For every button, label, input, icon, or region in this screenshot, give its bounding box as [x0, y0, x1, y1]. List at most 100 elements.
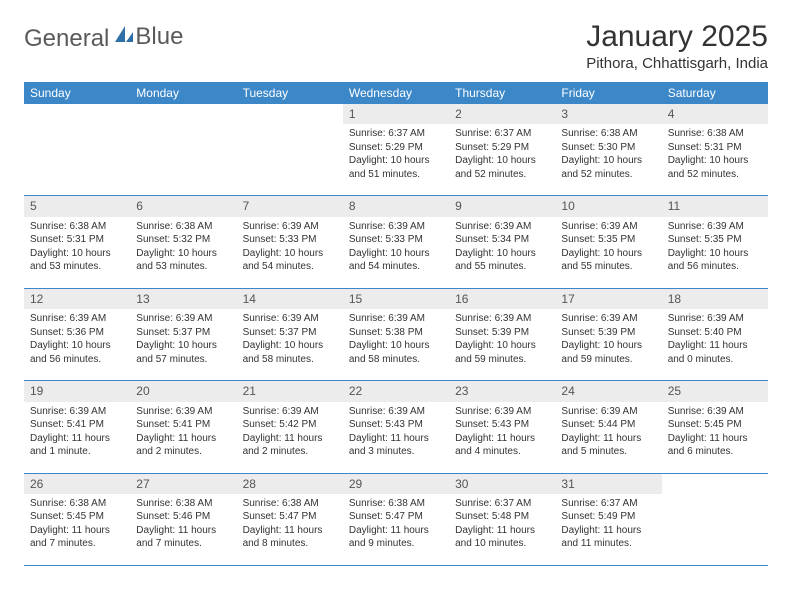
day-number-cell: 2 [449, 104, 555, 124]
sunrise-text: Sunrise: 6:39 AM [136, 405, 230, 419]
weekday-header: Friday [555, 82, 661, 104]
sunrise-text: Sunrise: 6:38 AM [30, 497, 124, 511]
sunset-text: Sunset: 5:42 PM [243, 418, 337, 432]
location: Pithora, Chhattisgarh, India [586, 55, 768, 72]
calendar-table: Sunday Monday Tuesday Wednesday Thursday… [24, 82, 768, 565]
day-number-cell: 6 [130, 196, 236, 216]
weekday-header: Monday [130, 82, 236, 104]
sunset-text: Sunset: 5:33 PM [243, 233, 337, 247]
sunset-text: Sunset: 5:35 PM [668, 233, 762, 247]
day-number-row: 567891011 [24, 196, 768, 216]
day-number-cell: 25 [662, 381, 768, 401]
daylight-text: Daylight: 10 hours and 55 minutes. [561, 247, 655, 274]
sunrise-text: Sunrise: 6:39 AM [561, 220, 655, 234]
weekday-header: Wednesday [343, 82, 449, 104]
day-number-cell [237, 104, 343, 124]
sunset-text: Sunset: 5:39 PM [455, 326, 549, 340]
day-detail-cell: Sunrise: 6:39 AMSunset: 5:33 PMDaylight:… [343, 217, 449, 289]
day-detail-cell: Sunrise: 6:38 AMSunset: 5:47 PMDaylight:… [237, 494, 343, 565]
day-detail-cell: Sunrise: 6:37 AMSunset: 5:29 PMDaylight:… [449, 124, 555, 196]
day-number-cell: 9 [449, 196, 555, 216]
logo-text-blue: Blue [135, 23, 183, 51]
sunrise-text: Sunrise: 6:38 AM [668, 127, 762, 141]
day-detail-cell: Sunrise: 6:38 AMSunset: 5:32 PMDaylight:… [130, 217, 236, 289]
sunset-text: Sunset: 5:49 PM [561, 510, 655, 524]
sunset-text: Sunset: 5:43 PM [455, 418, 549, 432]
day-detail-cell: Sunrise: 6:38 AMSunset: 5:46 PMDaylight:… [130, 494, 236, 565]
daylight-text: Daylight: 11 hours and 6 minutes. [668, 432, 762, 459]
daylight-text: Daylight: 10 hours and 53 minutes. [136, 247, 230, 274]
day-detail-row: Sunrise: 6:38 AM Sunset: 5:31 PM Daylight:… [24, 217, 768, 289]
daylight-text: Daylight: 11 hours and 9 minutes. [349, 524, 443, 551]
daylight-text: Daylight: 11 hours and 0 minutes. [668, 339, 762, 366]
logo-text-general: General [24, 25, 109, 53]
day-number-cell: 27 [130, 474, 236, 494]
weekday-header: Tuesday [237, 82, 343, 104]
bottom-border [24, 565, 768, 566]
day-number-cell: 20 [130, 381, 236, 401]
daylight-text: Daylight: 11 hours and 8 minutes. [243, 524, 337, 551]
day-detail-cell: Sunrise: 6:38 AMSunset: 5:31 PMDaylight:… [662, 124, 768, 196]
day-number-cell: 21 [237, 381, 343, 401]
weekday-header: Sunday [24, 82, 130, 104]
day-detail-cell: Sunrise: 6:39 AMSunset: 5:39 PMDaylight:… [449, 309, 555, 381]
daylight-text: Daylight: 10 hours and 59 minutes. [455, 339, 549, 366]
sunset-text: Sunset: 5:48 PM [455, 510, 549, 524]
sunrise-text: Sunrise: 6:39 AM [561, 405, 655, 419]
daylight-text: Daylight: 11 hours and 3 minutes. [349, 432, 443, 459]
sunrise-text: Sunrise: 6:39 AM [455, 220, 549, 234]
sunrise-text: Sunrise: 6:39 AM [30, 405, 124, 419]
day-number-cell: 19 [24, 381, 130, 401]
sunrise-text: Sunrise: 6:37 AM [561, 497, 655, 511]
sunset-text: Sunset: 5:44 PM [561, 418, 655, 432]
day-detail-cell [237, 124, 343, 196]
day-number-cell [24, 104, 130, 124]
day-number-cell: 15 [343, 289, 449, 309]
sunrise-text: Sunrise: 6:38 AM [243, 497, 337, 511]
day-number-cell: 14 [237, 289, 343, 309]
day-number-row: 12131415161718 [24, 289, 768, 309]
day-number-cell: 30 [449, 474, 555, 494]
day-detail-row: Sunrise: 6:38 AMSunset: 5:45 PMDaylight:… [24, 494, 768, 565]
daylight-text: Daylight: 11 hours and 7 minutes. [136, 524, 230, 551]
sail-icon [113, 24, 135, 53]
sunset-text: Sunset: 5:30 PM [561, 141, 655, 155]
sunrise-text: Sunrise: 6:39 AM [243, 220, 337, 234]
sunrise-text: Sunrise: 6:39 AM [455, 312, 549, 326]
daylight-text: Daylight: 11 hours and 10 minutes. [455, 524, 549, 551]
sunset-text: Sunset: 5:32 PM [136, 233, 230, 247]
sunset-text: Sunset: 5:47 PM [349, 510, 443, 524]
day-number-cell: 13 [130, 289, 236, 309]
day-detail-cell: Sunrise: 6:39 AMSunset: 5:42 PMDaylight:… [237, 402, 343, 474]
sunrise-text: Sunrise: 6:37 AM [349, 127, 443, 141]
daylight-text: Daylight: 11 hours and 11 minutes. [561, 524, 655, 551]
daylight-text: Daylight: 10 hours and 56 minutes. [668, 247, 762, 274]
day-detail-cell: Sunrise: 6:39 AMSunset: 5:35 PMDaylight:… [662, 217, 768, 289]
sunrise-text: Sunrise: 6:39 AM [349, 405, 443, 419]
day-number-cell: 1 [343, 104, 449, 124]
sunset-text: Sunset: 5:40 PM [668, 326, 762, 340]
sunset-text: Sunset: 5:45 PM [668, 418, 762, 432]
calendar-page: General Blue January 2025 Pithora, Chhat… [0, 0, 792, 576]
day-number-cell [662, 474, 768, 494]
sunrise-text: Sunrise: 6:38 AM [136, 220, 230, 234]
sunset-text: Sunset: 5:31 PM [30, 233, 124, 247]
sunset-text: Sunset: 5:46 PM [136, 510, 230, 524]
day-number-cell: 23 [449, 381, 555, 401]
day-number-cell: 24 [555, 381, 661, 401]
sunset-text: Sunset: 5:45 PM [30, 510, 124, 524]
day-detail-cell: Sunrise: 6:39 AMSunset: 5:41 PMDaylight:… [24, 402, 130, 474]
day-number-cell: 18 [662, 289, 768, 309]
sunset-text: Sunset: 5:29 PM [455, 141, 549, 155]
daylight-text: Daylight: 10 hours and 54 minutes. [243, 247, 337, 274]
day-number-cell: 12 [24, 289, 130, 309]
sunset-text: Sunset: 5:33 PM [349, 233, 443, 247]
sunset-text: Sunset: 5:31 PM [668, 141, 762, 155]
day-number-cell: 3 [555, 104, 661, 124]
day-number-cell: 22 [343, 381, 449, 401]
day-number-cell: 28 [237, 474, 343, 494]
sunset-text: Sunset: 5:36 PM [30, 326, 124, 340]
day-detail-cell [662, 494, 768, 565]
sunset-text: Sunset: 5:34 PM [455, 233, 549, 247]
day-detail-cell: Sunrise: 6:39 AMSunset: 5:34 PMDaylight:… [449, 217, 555, 289]
